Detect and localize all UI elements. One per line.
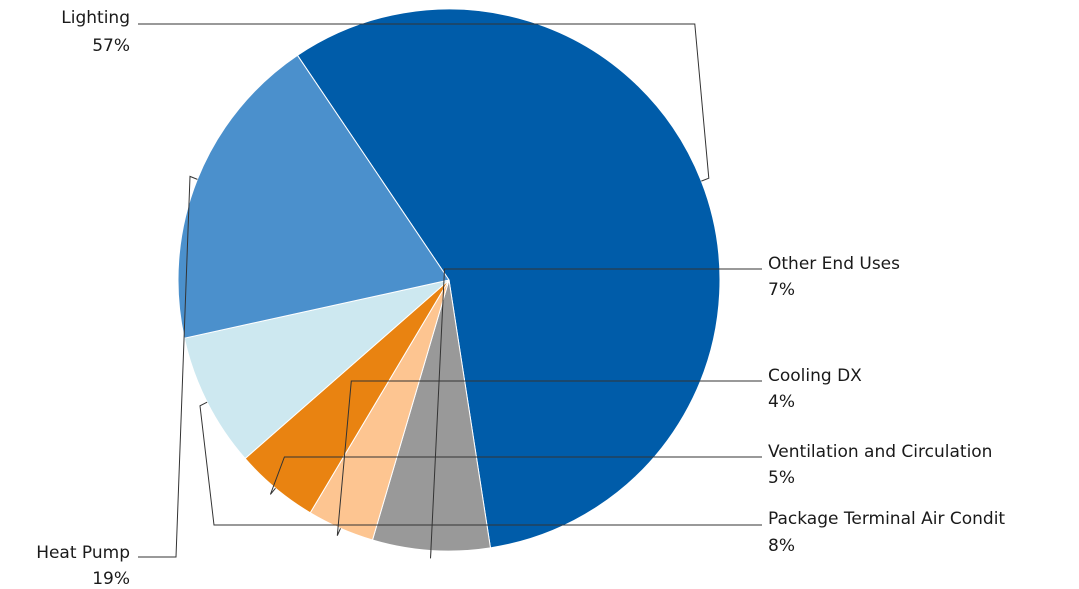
slice-value-heat-pump: 19% (92, 569, 130, 589)
pie-slice-lighting (296, 8, 721, 549)
leader-line-heat-pump (138, 175, 198, 558)
leader-line-other-end-uses (430, 268, 762, 559)
pie-slices (177, 8, 721, 552)
pie-slice-package-terminal-air-condit (183, 279, 450, 460)
slice-label-cooling-dx: Cooling DX (768, 366, 862, 386)
slice-label-other-end-uses: Other End Uses (768, 254, 900, 274)
slice-value-cooling-dx: 4% (768, 392, 795, 412)
slice-value-package-terminal-air-condit: 8% (768, 536, 795, 556)
slice-label-heat-pump: Heat Pump (36, 543, 130, 563)
slice-value-other-end-uses: 7% (768, 280, 795, 300)
slice-labels: Lighting 57% Other End Uses 7% Cooling DX 4% V… (36, 8, 1005, 589)
slice-label-ventilation-and-circulation: Ventilation and Circulation (768, 442, 992, 462)
slice-label-package-terminal-air-condit: Package Terminal Air Condit (768, 509, 1005, 529)
leader-line-package-terminal-air-condit (199, 401, 762, 526)
leader-lines (138, 23, 762, 559)
leader-line-lighting (138, 23, 710, 182)
leader-line-ventilation-and-circulation (269, 456, 762, 495)
leader-line-cooling-dx (336, 380, 762, 536)
slice-label-lighting: Lighting (61, 8, 130, 28)
slice-value-ventilation-and-circulation: 5% (768, 468, 795, 488)
slice-value-lighting: 57% (92, 36, 130, 56)
